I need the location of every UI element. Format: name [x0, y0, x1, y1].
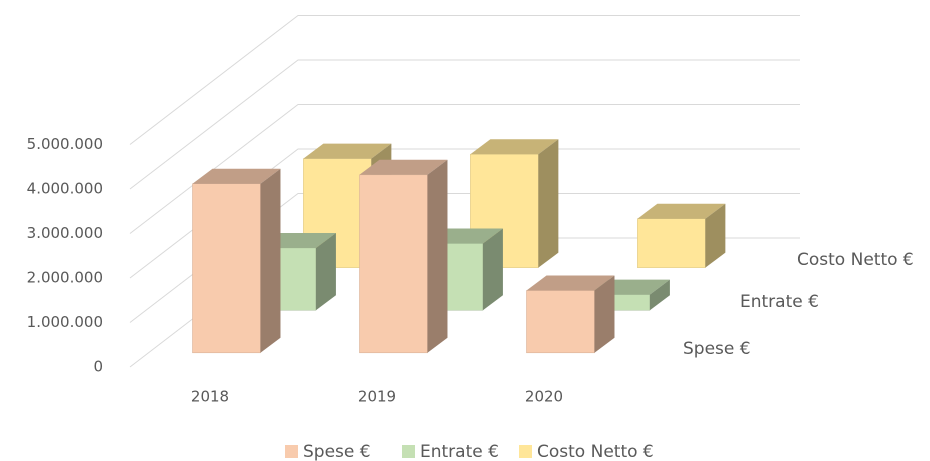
bar-top	[470, 139, 559, 155]
legend-label: Entrate €	[420, 442, 499, 461]
y-tick-label: 2.000.000	[27, 269, 103, 287]
bar-top	[637, 203, 726, 219]
bar-side	[538, 139, 559, 268]
bar-side	[315, 232, 336, 311]
series-axis-label: Costo Netto €	[797, 250, 914, 270]
bar-top	[192, 168, 281, 184]
grid-line	[129, 15, 800, 145]
x-tick-label: 2020	[525, 388, 563, 406]
bar	[637, 203, 726, 268]
bar-top	[526, 275, 615, 291]
y-tick-label: 3.000.000	[27, 224, 103, 242]
legend-swatch	[402, 445, 415, 458]
legend-swatch	[285, 445, 298, 458]
grid-line	[129, 148, 800, 279]
legend-label: Spese €	[303, 442, 371, 461]
bar-front	[192, 183, 261, 354]
bar-top	[359, 159, 448, 175]
bar-side	[594, 275, 615, 353]
bar-front	[526, 290, 595, 354]
series-axis-label: Entrate €	[740, 292, 819, 312]
grid-line	[129, 59, 800, 190]
legend-label: Costo Netto €	[537, 442, 654, 461]
bar-side	[482, 228, 503, 311]
bar	[359, 159, 448, 354]
grid-line	[129, 193, 800, 323]
bar-side	[260, 168, 281, 353]
bar-side	[649, 279, 670, 311]
y-tick-label: 1.000.000	[27, 313, 103, 331]
bar	[526, 275, 615, 354]
x-tick-label: 2019	[358, 388, 396, 406]
bar-top	[303, 143, 392, 159]
bar-side	[427, 159, 448, 353]
grid-line	[129, 104, 800, 234]
bar-front	[637, 218, 706, 268]
bar-side	[705, 203, 726, 268]
y-tick-label: 4.000.000	[27, 180, 103, 198]
series-axis-label: Spese €	[683, 339, 751, 359]
bar-front	[359, 174, 428, 354]
legend-swatch	[519, 445, 532, 458]
y-tick-label: 5.000.000	[27, 135, 103, 153]
bar	[192, 168, 281, 354]
y-tick-label: 0	[93, 358, 103, 376]
x-tick-label: 2018	[191, 388, 229, 406]
